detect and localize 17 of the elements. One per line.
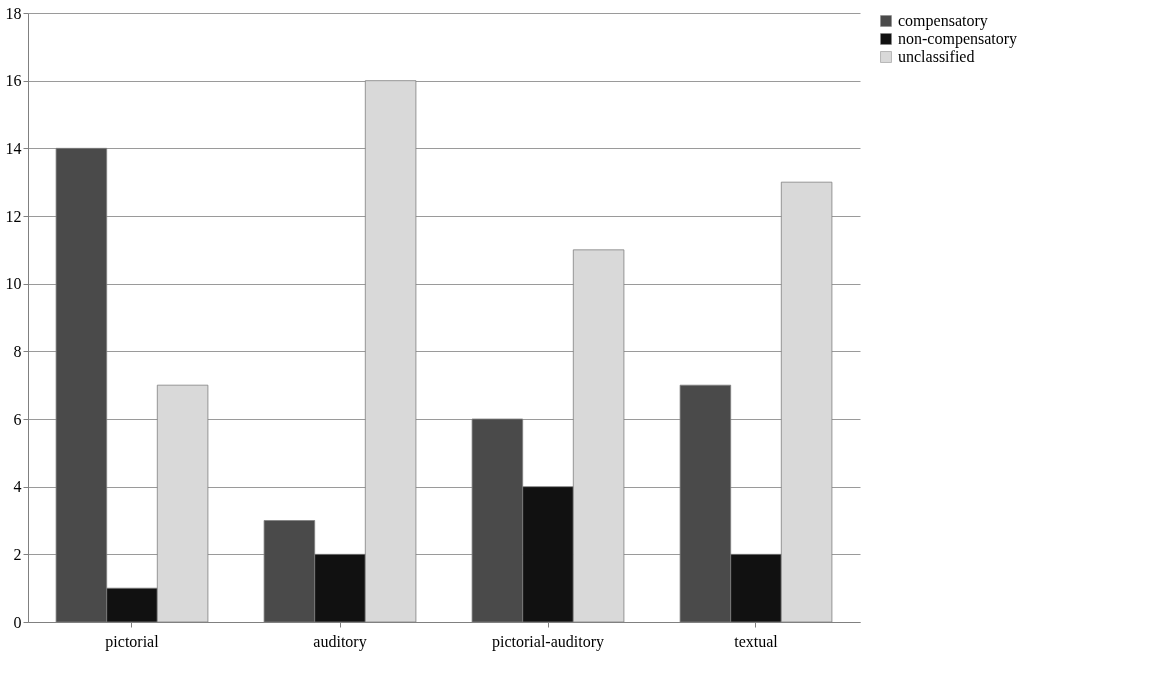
x-tick-label: pictorial-auditory	[492, 632, 604, 651]
y-tick-label: 8	[13, 342, 22, 360]
x-tick-label: auditory	[313, 632, 367, 651]
y-tick-label: 18	[5, 4, 22, 22]
legend-label: compensatory	[898, 12, 988, 30]
x-tick-label: textual	[734, 632, 779, 650]
y-tick-label: 10	[5, 275, 22, 293]
y-tick-label: 0	[13, 613, 22, 631]
legend-label: non-compensatory	[898, 30, 1018, 48]
y-tick-label: 14	[5, 139, 22, 157]
y-tick-label: 4	[13, 478, 22, 496]
x-tick-label: pictorial	[105, 632, 160, 651]
y-tick-label: 2	[13, 545, 22, 563]
y-tick-label: 16	[5, 72, 22, 90]
y-tick-label: 12	[5, 207, 22, 225]
y-tick-label: 6	[13, 410, 22, 428]
legend-label: unclassified	[898, 48, 975, 65]
